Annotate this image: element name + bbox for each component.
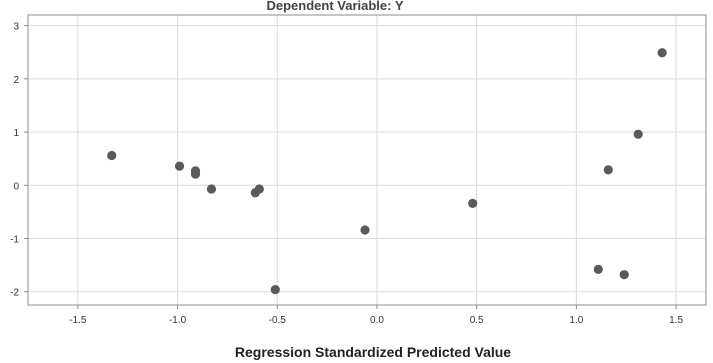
y-tick-label: -2 — [10, 288, 19, 299]
x-tick-label: 1.5 — [669, 315, 683, 326]
data-point — [594, 265, 603, 274]
chart-title: Dependent Variable: Y — [266, 0, 403, 13]
y-tick-label: -1 — [10, 234, 19, 245]
x-tick-label: 0.5 — [470, 315, 484, 326]
data-points — [107, 48, 667, 294]
data-point — [634, 130, 643, 139]
x-tick-label: -1.0 — [169, 315, 187, 326]
y-axis-ticks: 3 2 1 0 -1 -2 — [10, 22, 28, 299]
x-tick-label: 0.0 — [370, 315, 384, 326]
data-point — [175, 162, 184, 171]
data-point — [255, 184, 264, 193]
data-point — [468, 199, 477, 208]
y-tick-label: 2 — [13, 75, 19, 86]
data-point — [604, 165, 613, 174]
data-point — [658, 48, 667, 57]
x-axis-label: Regression Standardized Predicted Value — [235, 344, 511, 360]
y-tick-label: 1 — [13, 128, 19, 139]
y-tick-label: 0 — [13, 181, 19, 192]
x-tick-label: -0.5 — [269, 315, 287, 326]
x-tick-label: 1.0 — [569, 315, 583, 326]
grid-lines — [28, 15, 706, 305]
data-point — [360, 225, 369, 234]
data-point — [191, 170, 200, 179]
data-point — [107, 151, 116, 160]
data-point — [271, 285, 280, 294]
data-point — [207, 184, 216, 193]
y-tick-label: 3 — [13, 22, 19, 33]
x-axis-ticks: -1.5 -1.0 -0.5 0.0 0.5 1.0 1.5 — [69, 305, 683, 326]
data-point — [620, 270, 629, 279]
plot-frame — [28, 15, 706, 305]
x-tick-label: -1.5 — [69, 315, 87, 326]
